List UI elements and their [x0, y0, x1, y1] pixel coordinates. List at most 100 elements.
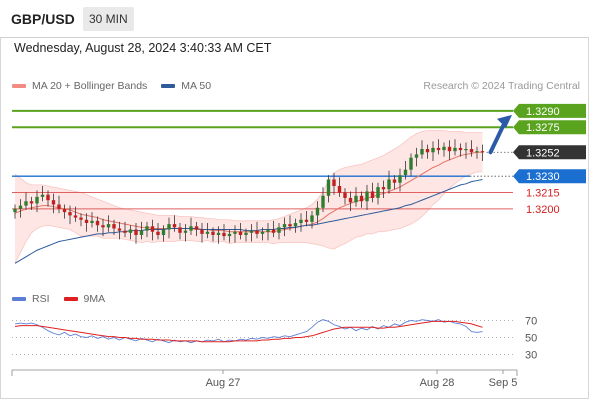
candle-body: [90, 220, 94, 224]
candle: [458, 143, 463, 157]
candle: [211, 227, 215, 242]
candle-body: [453, 147, 457, 152]
candle-body: [211, 231, 215, 235]
candle-body: [326, 179, 331, 196]
candle-body: [68, 212, 72, 216]
legend-item-ma50: MA 50: [161, 80, 211, 92]
candle-body: [321, 195, 325, 208]
candle-body: [414, 154, 419, 158]
candle: [381, 180, 386, 198]
candle-body: [156, 231, 160, 235]
candle-body: [106, 224, 111, 228]
legend-label-9ma: 9MA: [83, 293, 106, 305]
timeframe-button[interactable]: 30 MIN: [83, 7, 134, 31]
legend-swatch-ma20: [12, 84, 26, 88]
candle: [436, 139, 441, 155]
candle: [469, 140, 474, 157]
candle: [145, 221, 149, 238]
candle-body: [310, 215, 314, 222]
candle-body: [425, 148, 430, 153]
candle-body: [35, 196, 39, 204]
price-label-box-1.3252: [513, 145, 586, 160]
candle: [172, 215, 177, 232]
candle: [403, 160, 408, 180]
candle-body: [194, 226, 199, 230]
candle-body: [249, 230, 254, 233]
candle-body: [84, 219, 89, 224]
candle-body: [189, 226, 193, 231]
forecast-arrow-head: [497, 114, 512, 128]
price-label-1.3230: 1.3230: [526, 171, 560, 183]
price-label-box-1.3275: [513, 120, 586, 135]
candle: [442, 142, 446, 157]
candle-body: [260, 231, 265, 234]
candle-body: [442, 146, 446, 151]
candle: [282, 217, 287, 237]
candle-body: [167, 224, 171, 230]
candle-body: [216, 232, 221, 235]
candle-body: [381, 187, 386, 190]
candle-body: [420, 148, 424, 155]
candle: [315, 201, 320, 225]
price-label-1.3252: 1.3252: [526, 147, 560, 159]
candle: [337, 177, 342, 197]
candle: [106, 215, 111, 232]
candle: [40, 186, 45, 202]
candle: [150, 219, 155, 241]
candle-body: [29, 201, 34, 204]
candle: [244, 228, 248, 242]
legend-swatch-ma50: [161, 84, 176, 88]
rsi-legend: RSI 9MA: [12, 293, 119, 305]
price-label-box-1.3290: [513, 103, 586, 118]
candle: [376, 182, 380, 205]
candle: [348, 191, 353, 212]
candle: [414, 147, 419, 167]
candle-body: [464, 148, 468, 151]
price-label-1.3275: 1.3275: [526, 122, 560, 134]
candle-body: [398, 175, 402, 183]
main-legend: MA 20 + Bollinger Bands MA 50: [12, 80, 225, 92]
candle: [73, 206, 78, 222]
candle-body: [123, 230, 127, 233]
candle: [354, 187, 358, 207]
instrument-title: GBP/USD: [11, 11, 75, 27]
candle-body: [343, 192, 347, 198]
candle-body: [112, 224, 116, 229]
candle: [387, 170, 391, 194]
legend-swatch-9ma: [63, 297, 78, 301]
rsi-level-label-50: 50: [525, 333, 537, 345]
rsi-9ma-line: [14, 320, 483, 343]
bollinger-band-area: [15, 130, 483, 264]
candle-body: [469, 148, 474, 153]
candle: [409, 153, 413, 177]
candle: [101, 218, 105, 237]
candle: [233, 225, 237, 243]
candle: [13, 204, 17, 219]
candle: [343, 188, 347, 205]
candle: [447, 140, 452, 160]
candle: [95, 216, 100, 232]
candle: [178, 223, 182, 240]
candle: [370, 182, 375, 203]
ma50-line: [14, 178, 483, 264]
candle: [156, 223, 160, 240]
candle-body: [288, 224, 292, 227]
legend-item-rsi: RSI: [12, 293, 50, 305]
candle: [321, 187, 325, 213]
candle: [304, 211, 309, 227]
candle-body: [354, 195, 358, 203]
bollinger-band-layer: [14, 130, 483, 264]
price-labels-layer: 1.3290 1.3275 1.3252 1.3230 1.3215 1.3200: [513, 103, 586, 216]
candle: [46, 190, 50, 207]
candle-body: [24, 201, 28, 206]
candle: [139, 221, 144, 240]
ma20-line: [14, 151, 483, 233]
candle: [167, 217, 171, 239]
candle: [222, 224, 226, 241]
candle: [293, 218, 298, 233]
legend-item-ma20-bb: MA 20 + Bollinger Bands: [12, 80, 147, 92]
candle-body: [255, 230, 259, 234]
candle: [464, 142, 468, 159]
candle-body: [222, 232, 226, 237]
